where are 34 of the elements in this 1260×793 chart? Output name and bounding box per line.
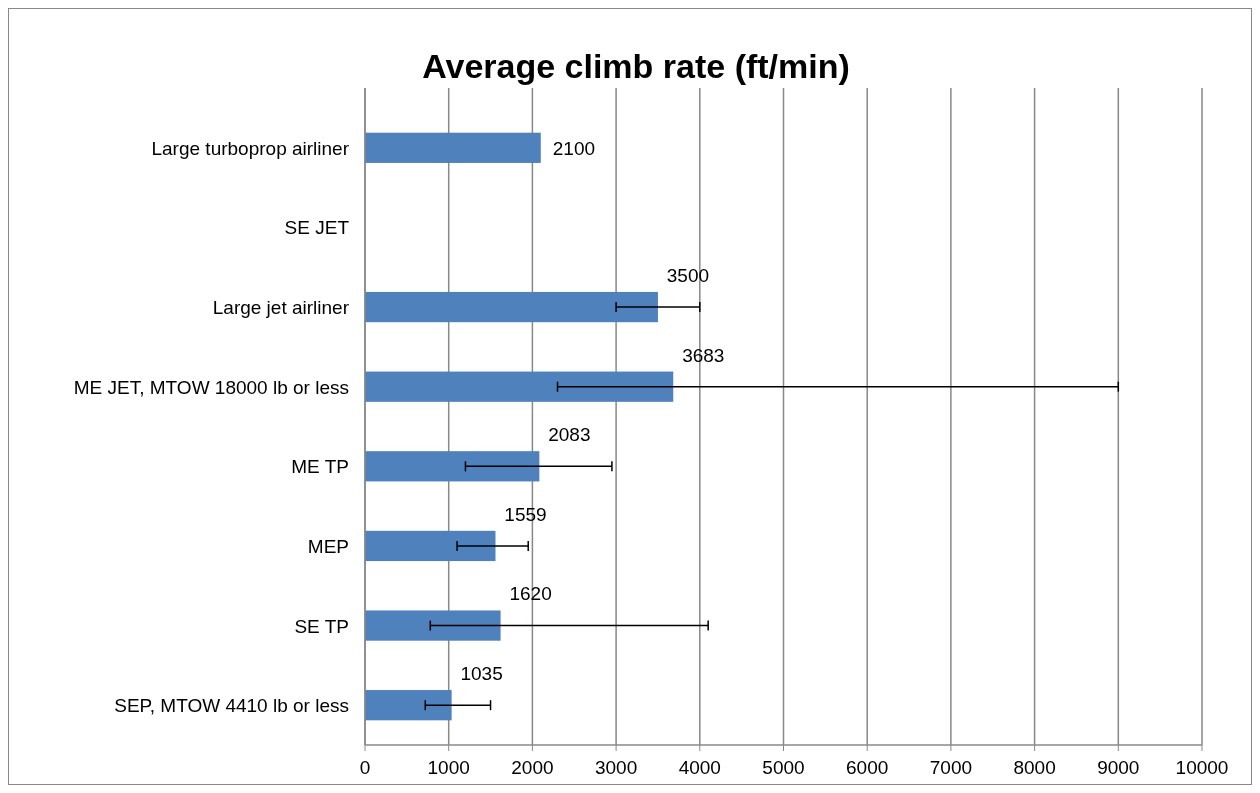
bar — [365, 132, 541, 163]
y-tick-label: ME TP — [291, 456, 349, 478]
x-tick-label: 0 — [359, 757, 371, 778]
x-tick-label: 8000 — [1013, 757, 1056, 778]
y-tick-label: Large jet airliner — [212, 297, 350, 319]
y-tick-label: ME JET, MTOW 18000 lb or less — [73, 376, 349, 398]
chart-title: Average climb rate (ft/min) — [422, 47, 850, 85]
x-tick-label: 3000 — [594, 757, 638, 778]
data-label: 3683 — [682, 344, 725, 366]
x-tick-label: 6000 — [846, 757, 889, 778]
x-tick-label: 7000 — [929, 757, 973, 778]
x-tick-label: 10000 — [1175, 757, 1229, 778]
data-label: 3500 — [666, 264, 710, 286]
x-tick-label: 1000 — [427, 757, 470, 778]
x-tick-label: 5000 — [762, 757, 805, 778]
bar — [365, 451, 540, 482]
bar — [365, 530, 496, 562]
bar — [365, 690, 452, 721]
y-tick-label: SE JET — [284, 217, 350, 239]
data-label: 1035 — [460, 663, 503, 685]
bar — [365, 610, 501, 641]
bar — [365, 371, 674, 402]
x-tick-label: 4000 — [678, 757, 721, 778]
y-tick-label: SEP, MTOW 4410 lb or less — [114, 695, 349, 717]
y-tick-label: Large turboprop airliner — [151, 137, 350, 159]
y-tick-label: SE TP — [294, 615, 349, 637]
data-label: 1620 — [509, 583, 552, 605]
x-tick-label: 9000 — [1097, 757, 1140, 778]
data-label: 2100 — [552, 137, 596, 159]
bar — [365, 291, 658, 323]
data-label: 2083 — [548, 424, 591, 446]
x-tick-label: 2000 — [511, 757, 554, 778]
y-tick-label: MEP — [307, 535, 349, 557]
data-label: 1559 — [504, 503, 547, 525]
